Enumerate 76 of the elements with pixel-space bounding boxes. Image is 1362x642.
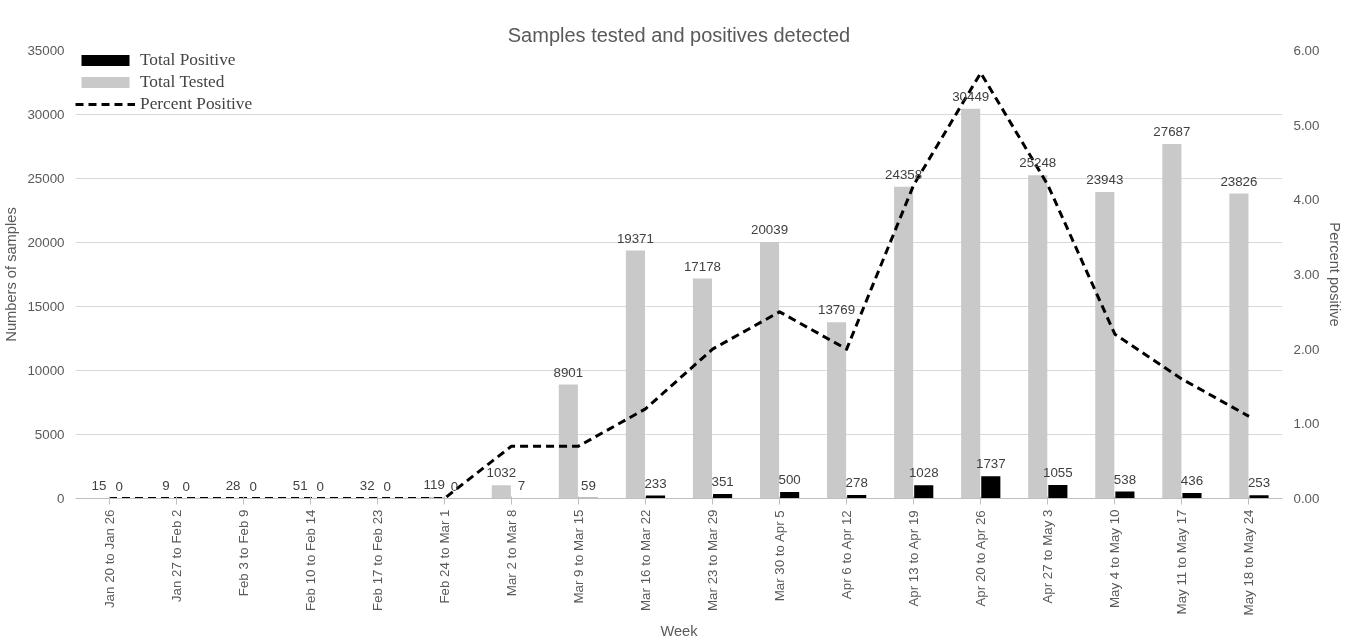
data-label: 59 bbox=[581, 477, 596, 493]
data-label: 1032 bbox=[486, 465, 517, 481]
data-label: 0 bbox=[316, 478, 324, 494]
data-label: 253 bbox=[1247, 475, 1271, 491]
y-tick-label: 30000 bbox=[27, 107, 65, 122]
y-tick-label: 5000 bbox=[34, 427, 65, 442]
data-label: 0 bbox=[182, 478, 190, 494]
data-label: 32 bbox=[359, 478, 375, 494]
data-label: 119 bbox=[423, 476, 445, 492]
data-label: 27687 bbox=[1153, 124, 1191, 140]
data-label: 0 bbox=[115, 478, 123, 494]
y-tick-label: 15000 bbox=[27, 299, 65, 314]
data-label: 1028 bbox=[908, 465, 939, 481]
data-label: 8901 bbox=[553, 364, 584, 380]
y2-tick-label: 5.00 bbox=[1293, 117, 1320, 133]
y2-tick-label: 2.00 bbox=[1293, 341, 1320, 357]
x-tick-label: May 11 to May 17 bbox=[1174, 509, 1190, 615]
x-tick-label: Mar 16 to Mar 22 bbox=[637, 509, 653, 611]
chart-title: Samples tested and positives detected bbox=[507, 23, 851, 46]
y-tick-label: 35000 bbox=[27, 43, 65, 58]
legend-label: Total Positive bbox=[140, 50, 236, 70]
x-tick-label: Mar 23 to Mar 29 bbox=[705, 509, 721, 611]
y-tick-label: 20000 bbox=[27, 235, 65, 250]
data-label: 278 bbox=[845, 474, 868, 490]
data-label: 9 bbox=[162, 478, 170, 494]
x-tick-label: May 18 to May 24 bbox=[1241, 508, 1257, 616]
y2-tick-label: 3.00 bbox=[1293, 267, 1320, 282]
data-label: 0 bbox=[450, 478, 459, 494]
data-label: 28 bbox=[225, 478, 241, 494]
data-label: 7 bbox=[517, 478, 526, 494]
data-label: 351 bbox=[711, 474, 734, 490]
data-label: 1055 bbox=[1043, 465, 1073, 480]
data-label: 17178 bbox=[683, 258, 721, 274]
x-axis-title: Week bbox=[660, 623, 699, 640]
data-label: 0 bbox=[383, 478, 392, 494]
x-tick-label: Jan 27 to Feb 2 bbox=[168, 509, 184, 603]
data-label: 15 bbox=[91, 478, 107, 494]
data-label: 25248 bbox=[1019, 155, 1057, 171]
data-label: 20039 bbox=[750, 222, 789, 237]
data-label: 19371 bbox=[616, 230, 654, 246]
data-label: 51 bbox=[292, 477, 308, 493]
data-label: 23826 bbox=[1220, 173, 1258, 189]
x-tick-label: Apr 6 to Apr 12 bbox=[839, 510, 855, 600]
x-tick-label: Mar 9 to Mar 15 bbox=[570, 509, 586, 604]
data-label: 23943 bbox=[1086, 172, 1124, 188]
y2-tick-label: 6.00 bbox=[1293, 43, 1320, 58]
legend-label: Total Tested bbox=[140, 72, 225, 92]
y-tick-label: 0 bbox=[57, 491, 65, 506]
y2-tick-label: 1.00 bbox=[1293, 416, 1320, 432]
x-tick-label: Feb 3 to Feb 9 bbox=[235, 509, 251, 597]
x-tick-label: Mar 2 to Mar 8 bbox=[503, 509, 519, 597]
data-label: 500 bbox=[778, 472, 801, 488]
x-tick-label: Apr 13 to Apr 19 bbox=[906, 510, 922, 607]
data-label: 233 bbox=[644, 475, 667, 491]
x-tick-label: Mar 30 to Apr 5 bbox=[772, 510, 788, 602]
x-tick-label: Apr 20 to Apr 26 bbox=[973, 510, 989, 607]
x-tick-label: Jan 20 to Jan 26 bbox=[101, 509, 117, 609]
x-tick-label: Feb 17 to Feb 23 bbox=[369, 509, 385, 612]
y2-axis-title: Percent positive bbox=[1327, 222, 1344, 327]
data-label: 538 bbox=[1113, 471, 1137, 487]
data-label: 24358 bbox=[885, 166, 923, 182]
y2-tick-label: 4.00 bbox=[1293, 192, 1320, 208]
data-label: 13769 bbox=[818, 302, 856, 318]
data-label: 0 bbox=[249, 478, 257, 494]
x-tick-label: May 4 to May 10 bbox=[1107, 509, 1123, 609]
legend-label: Percent Positive bbox=[140, 94, 253, 114]
data-label: 30449 bbox=[952, 88, 990, 104]
y2-tick-label: 0.00 bbox=[1293, 491, 1320, 506]
x-tick-label: Feb 24 to Mar 1 bbox=[436, 509, 452, 604]
y-tick-label: 25000 bbox=[27, 171, 65, 186]
x-tick-label: Feb 10 to Feb 14 bbox=[302, 508, 318, 612]
y-axis-title: Numbers of samples bbox=[3, 207, 20, 342]
x-tick-label: Apr 27 to May 3 bbox=[1040, 509, 1056, 604]
y-tick-label: 10000 bbox=[27, 363, 65, 378]
data-label: 436 bbox=[1180, 472, 1204, 488]
data-label: 1737 bbox=[975, 456, 1006, 472]
